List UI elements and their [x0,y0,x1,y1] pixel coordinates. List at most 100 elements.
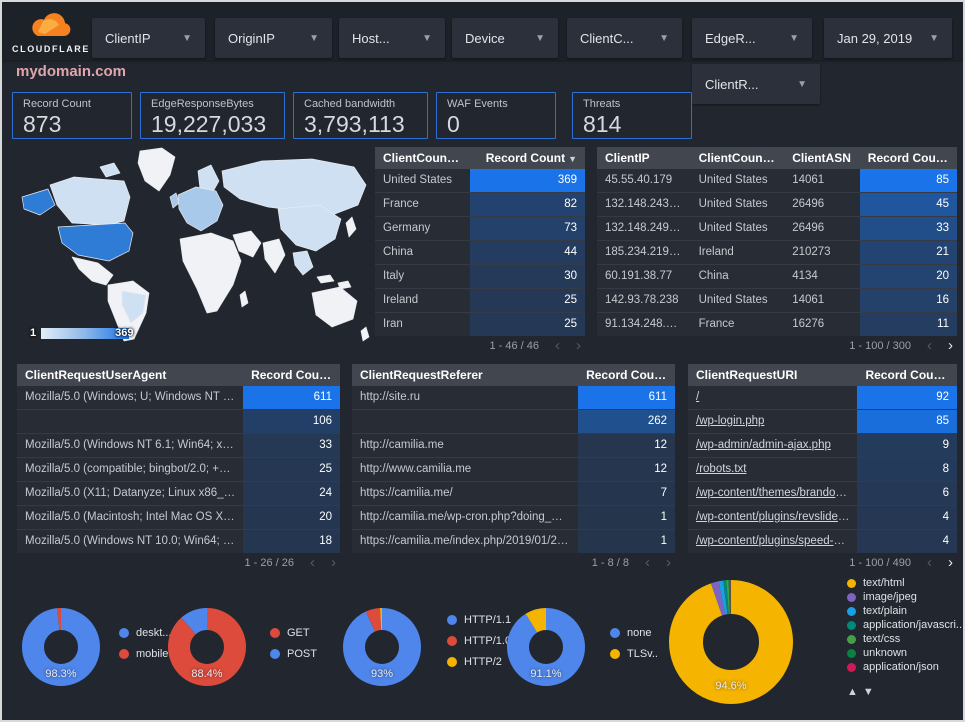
dimension-cell: United States [698,294,768,306]
donut-slice[interactable] [507,608,585,686]
table-row: http://camilia.me/wp-cron.php?doing_wp_c… [352,505,675,529]
record-count-cell: 33 [243,434,340,457]
pagination-next-button[interactable]: › [948,554,953,571]
uri-link[interactable]: /robots.txt [696,463,747,475]
table-header: ClientRequestUserAgent Record Count▼ [17,364,340,386]
record-count-cell: 106 [243,410,340,433]
pagination-prev-button[interactable]: ‹ [927,554,932,571]
dimension-cell: 132.148.243.238 [605,198,691,210]
table-clientrequestreferer: ClientRequestReferer Record Count▼ http:/… [352,364,675,571]
filter-host[interactable]: Host... ▼ [339,18,445,58]
world-map[interactable]: 1 369 [12,145,372,347]
donut-slice[interactable] [22,608,100,686]
legend-scroll-down-icon[interactable]: ▼ [862,686,879,698]
legend-dot [847,607,856,616]
cloudflare-logo: CLOUDFLARE [12,12,90,54]
donut-slice[interactable] [343,608,421,686]
table-row: http://camilia.me 12 [352,433,675,457]
table-row: 262 [352,409,675,433]
chevron-down-icon: ▼ [659,32,669,44]
pagination-next-button[interactable]: › [576,337,581,354]
dimension-cell: China [698,270,729,282]
uri-link[interactable]: /wp-login.php [696,415,765,427]
table-row: https://camilia.me/index.php/2019/01/26/… [352,529,675,553]
record-count-cell: 25 [469,313,585,336]
legend-tls-version: none TLSv.. [610,627,658,669]
dimension-cell: http://www.camilia.me [360,463,472,475]
legend-scroll-up-icon[interactable]: ▲ [847,686,863,698]
uri-link[interactable]: / [696,391,700,403]
filter-edgeresponse[interactable]: EdgeR... ▼ [692,18,812,58]
filter-clientip[interactable]: ClientIP ▼ [92,18,205,58]
dimension-cell: France [383,198,419,210]
dimension-cell: United States [698,222,768,234]
record-count-cell: 21 [859,241,957,264]
legend-item: none [610,627,658,640]
legend-label: application/json [863,662,939,673]
pagination-prev-button[interactable]: ‹ [927,337,932,354]
legend-dot [447,636,457,646]
table-pagination: 1 - 46 / 46 ‹ › [375,337,585,354]
uri-link[interactable]: /wp-content/plugins/speed-booste... [696,535,858,547]
donut-slice[interactable] [669,580,793,704]
filter-label: Host... [352,30,390,46]
filter-label: ClientR... [705,76,759,92]
record-count-cell: 1 [578,530,675,553]
pagination-prev-button[interactable]: ‹ [310,554,315,571]
record-count-cell: 8 [857,458,957,481]
dimension-cell: 14061 [792,294,825,306]
table-row: Germany 73 [375,216,585,240]
filter-clientcountry[interactable]: ClientC... ▼ [567,18,682,58]
table-row: /robots.txt 8 [688,457,957,481]
record-count-cell: 20 [859,265,957,288]
pagination-range: 1 - 100 / 490 [849,556,911,569]
table-row: United States 369 [375,169,585,192]
legend-item: POST [270,648,317,661]
uri-link[interactable]: /wp-content/plugins/revslider/rs-p... [696,511,858,523]
dimension-cell: https://camilia.me/index.php/2019/01/26/… [360,535,579,547]
column-header-record-count[interactable]: Record Count▼ [865,368,957,382]
filter-clientrequest[interactable]: ClientR... ▼ [692,64,820,104]
pagination-prev-button[interactable]: ‹ [645,554,650,571]
chevron-down-icon: ▼ [797,78,807,90]
table-body: 45.55.40.179 United States 14061 85 132.148.… [597,169,957,336]
table-row: 91.134.248.235 France 16276 11 [597,312,957,336]
legend-label: HTTP/2 [464,656,502,668]
filter-device[interactable]: Device ▼ [452,18,558,58]
donut-percent-label: 88.4% [191,668,223,680]
dimension-cell: / [688,386,857,409]
filter-date-range[interactable]: Jan 29, 2019 ▼ [824,18,952,58]
column-header-record-count[interactable]: Record Count▼ [485,151,577,165]
pagination-next-button[interactable]: › [331,554,336,571]
table-pagination: 1 - 100 / 300 ‹ › [597,337,957,354]
filter-originip[interactable]: OriginIP ▼ [215,18,332,58]
donut-slice[interactable] [168,608,246,686]
filter-label: EdgeR... [705,30,756,46]
uri-link[interactable]: /wp-admin/admin-ajax.php [696,439,831,451]
table-row: /wp-login.php 85 [688,409,957,433]
dimension-cell [352,410,578,433]
legend-label: image/jpeg [863,592,917,603]
pagination-next-button[interactable]: › [666,554,671,571]
table-header: ClientIP ClientCountry ClientASN Record Cou… [597,147,957,169]
legend-item: mobile [119,648,171,661]
table-row: China 44 [375,240,585,264]
column-header-record-count[interactable]: Record Count▼ [243,364,340,386]
column-header-record-count[interactable]: Record Count▼ [860,147,957,169]
sort-desc-icon: ▼ [668,371,675,381]
table-row: 142.93.78.238 United States 14061 16 [597,288,957,312]
pagination-next-button[interactable]: › [948,337,953,354]
uri-link[interactable]: /wp-content/themes/brandon/plu... [696,487,858,499]
column-header-record-count[interactable]: Record Count▼ [578,364,675,386]
table-row: /wp-content/themes/brandon/plu... 6 [688,481,957,505]
donut-percent-label: 91.1% [530,668,562,680]
legend-label: text/css [863,634,901,645]
scorecard-label: Record Count [23,98,91,110]
page-title: mydomain.com [16,63,127,80]
filter-label: OriginIP [228,30,275,46]
pagination-prev-button[interactable]: ‹ [555,337,560,354]
record-count-cell: 4 [857,530,957,553]
chevron-down-icon: ▼ [422,32,432,44]
sort-desc-icon: ▼ [333,371,340,381]
